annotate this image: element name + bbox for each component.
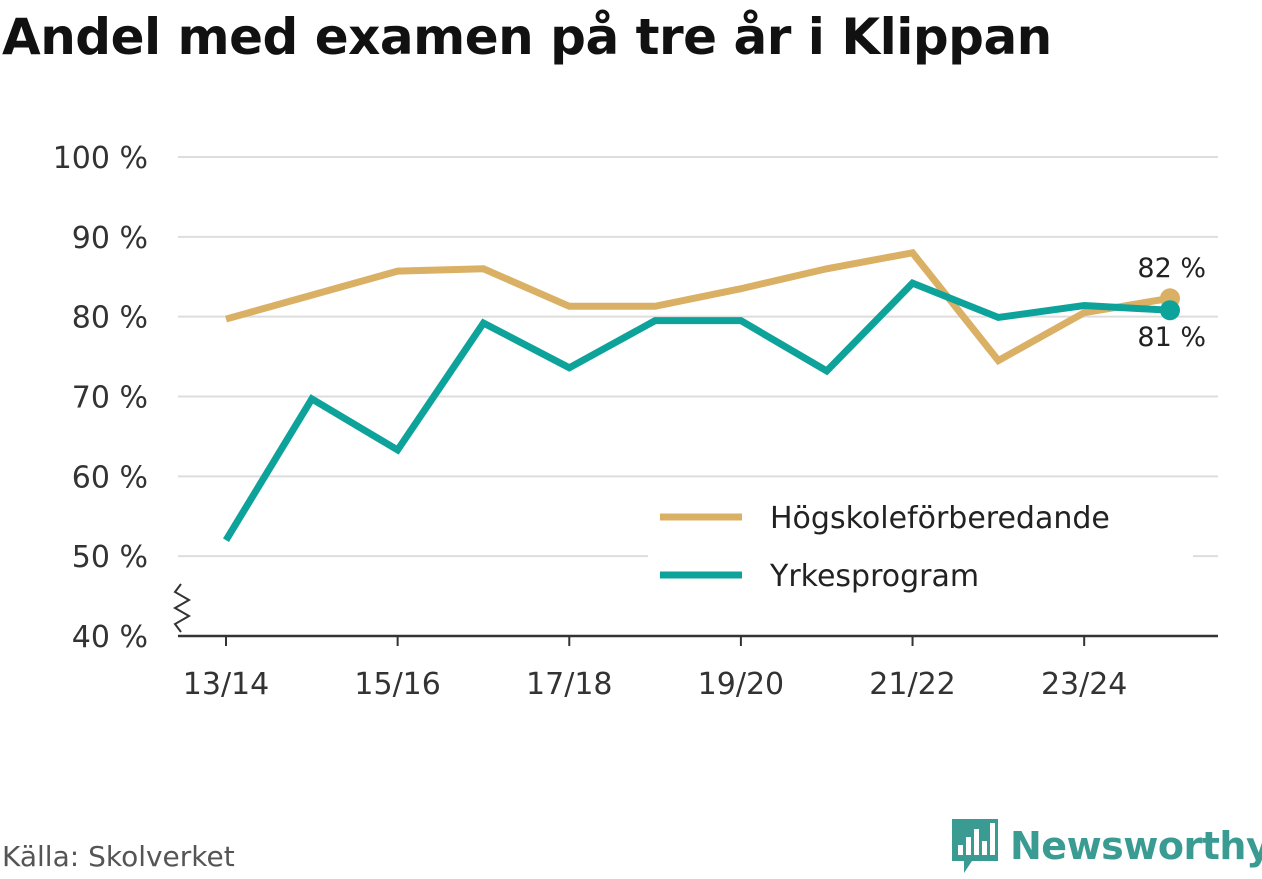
x-tick-label: 21/22 xyxy=(869,667,955,702)
legend-label: Högskoleförberedande xyxy=(770,501,1110,536)
x-tick-label: 17/18 xyxy=(526,667,612,702)
brand-name: Newsworthy xyxy=(1010,824,1262,868)
source-note: Källa: Skolverket xyxy=(2,840,235,873)
x-tick-label: 13/14 xyxy=(183,667,269,702)
axis-break-icon xyxy=(172,583,192,633)
x-axis: 13/14 15/16 17/18 19/20 21/22 23/24 xyxy=(178,634,1218,702)
y-axis: 40 % 50 % 60 % 70 % 80 % 90 % 100 % xyxy=(53,141,192,655)
gridlines xyxy=(178,156,1218,558)
x-tick-label: 23/24 xyxy=(1041,667,1127,702)
x-tick-label: 15/16 xyxy=(354,667,440,702)
x-tick-label: 19/20 xyxy=(698,667,784,702)
end-value-label: 82 % xyxy=(1137,253,1206,284)
chart-title: Andel med examen på tre år i Klippan xyxy=(2,8,1052,66)
newsworthy-logo[interactable]: Newsworthy xyxy=(950,815,1262,877)
legend-background xyxy=(648,490,1193,600)
y-tick-label: 40 % xyxy=(72,620,148,655)
y-tick-label: 80 % xyxy=(72,301,148,336)
end-markers: 82 % 81 % xyxy=(1137,253,1206,353)
series-lines xyxy=(223,248,1171,543)
legend-label: Yrkesprogram xyxy=(769,559,979,594)
end-point-marker xyxy=(1160,300,1180,321)
newsworthy-chart-bubble-icon xyxy=(952,819,998,873)
end-value-label: 81 % xyxy=(1137,322,1206,353)
series-line-hogskole xyxy=(225,248,1171,366)
y-tick-label: 70 % xyxy=(72,381,148,416)
series-line-yrke xyxy=(223,279,1171,543)
y-tick-label: 60 % xyxy=(72,460,148,495)
legend: Högskoleförberedande Yrkesprogram xyxy=(660,501,1110,594)
y-tick-label: 100 % xyxy=(53,141,148,176)
y-tick-label: 50 % xyxy=(72,540,148,575)
y-tick-label: 90 % xyxy=(72,221,148,256)
